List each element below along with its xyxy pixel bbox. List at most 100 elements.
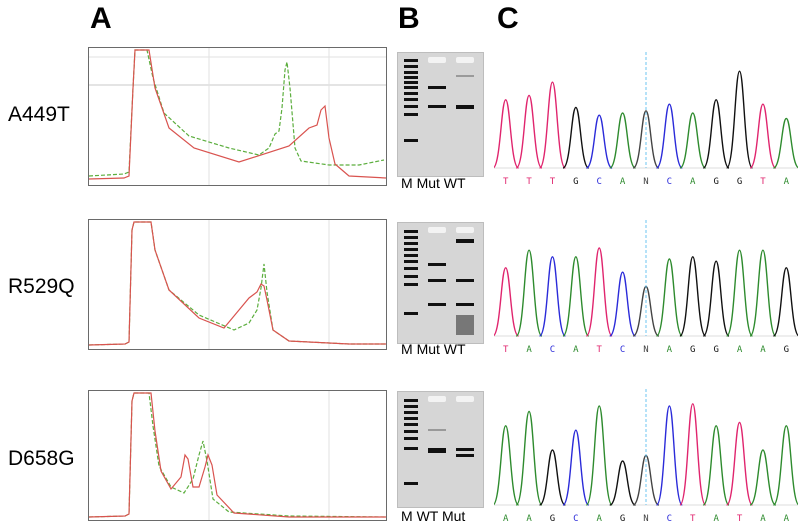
wildtype-melt-trace: [89, 49, 385, 177]
base-call-letter: N: [643, 514, 648, 524]
gel-image-a449t: [397, 52, 484, 177]
panel-label-b: B: [398, 2, 420, 35]
base-peak-C: [538, 256, 566, 337]
base-call-letter: T: [526, 177, 532, 187]
ladder-bands: [404, 399, 418, 485]
gel-image-r529q: [397, 222, 484, 344]
gel-lane-label: WT: [443, 341, 466, 357]
base-peak-T: [494, 267, 520, 337]
gel-band: [428, 429, 446, 431]
gel-band: [428, 105, 446, 108]
mutant-melt-trace: [89, 221, 386, 346]
gel-well: [456, 57, 474, 63]
base-peak-C: [585, 114, 613, 169]
mutant-melt-trace: [89, 392, 386, 518]
melt-curve-plot-a449t: [88, 47, 387, 186]
gel-lane-labels-r529q: M Mut WT: [401, 342, 466, 356]
base-call-letter: A: [784, 177, 790, 187]
base-call-letter: G: [620, 514, 625, 524]
base-call-letter: A: [597, 514, 603, 524]
base-call-letter: C: [550, 345, 555, 355]
base-peak-A: [679, 112, 707, 169]
base-call-letter: T: [597, 345, 603, 355]
gel-well: [456, 396, 474, 402]
base-call-letter: T: [503, 345, 509, 355]
gel-band: [456, 303, 474, 306]
gel-band: [428, 263, 446, 266]
base-peak-G: [609, 460, 636, 506]
gel-band: [456, 75, 474, 77]
mutant-melt-trace: [89, 49, 386, 180]
base-call-letter: G: [550, 514, 555, 524]
base-peak-C: [609, 271, 637, 337]
gel-lane-label: M: [401, 175, 413, 191]
base-call-letter: A: [760, 345, 766, 355]
base-call-letter: A: [713, 514, 719, 524]
gel-band: [428, 86, 446, 89]
wildtype-melt-trace: [89, 221, 386, 346]
gel-lane-labels-d658g: M WT Mut: [401, 509, 465, 523]
base-call-letter: G: [784, 345, 789, 355]
gel-lane-labels-a449t: M Mut WT: [401, 176, 466, 190]
gel-lane-label: Mut: [416, 341, 440, 357]
row-label-d658g: D658G: [8, 447, 75, 470]
base-peak-G: [562, 106, 590, 169]
base-call-letter: A: [737, 345, 743, 355]
gel-band: [456, 315, 474, 335]
gel-band: [456, 454, 474, 457]
base-peak-G: [538, 449, 566, 506]
base-peak-T: [749, 103, 777, 169]
base-peak-N: [632, 110, 660, 169]
base-peak-A: [655, 258, 683, 337]
base-peak-G: [702, 99, 730, 169]
base-peak-A: [515, 410, 543, 506]
base-peak-A: [585, 405, 613, 506]
gel-image-d658g: [397, 391, 484, 508]
base-peak-T: [538, 81, 566, 169]
wildtype-melt-trace: [89, 392, 386, 518]
gel-band: [428, 279, 446, 282]
base-call-letter: T: [503, 177, 509, 187]
gel-lane-label: M: [401, 508, 413, 524]
gel-band: [428, 303, 446, 306]
base-peak-T: [494, 99, 520, 169]
base-call-letter: C: [620, 345, 625, 355]
base-call-letter: N: [643, 345, 648, 355]
base-call-letter: T: [690, 514, 696, 524]
base-peak-A: [772, 425, 798, 506]
gel-well: [428, 57, 446, 63]
base-peak-A: [749, 249, 777, 337]
base-peak-G: [679, 256, 707, 337]
base-call-letter: G: [690, 345, 695, 355]
gel-lane-label: Mut: [416, 175, 440, 191]
base-peak-A: [494, 425, 520, 506]
base-peak-G: [772, 267, 798, 337]
gel-band: [456, 448, 474, 451]
base-peak-A: [726, 249, 754, 337]
row-label-a449t: A449T: [8, 103, 70, 126]
base-call-letter: A: [526, 345, 532, 355]
base-peak-T: [585, 247, 613, 337]
gel-band: [456, 239, 474, 243]
base-peak-A: [515, 249, 543, 337]
gel-lane-label: M: [401, 341, 413, 357]
base-peak-T: [679, 403, 707, 506]
base-call-letter: A: [760, 514, 766, 524]
gel-well: [428, 396, 446, 402]
base-peak-C: [655, 405, 683, 506]
base-call-letter: C: [573, 514, 578, 524]
base-call-letter: A: [573, 345, 579, 355]
base-peak-T: [515, 94, 543, 169]
gel-lane-label: WT: [416, 508, 439, 524]
base-call-letter: G: [713, 177, 718, 187]
base-call-letter: T: [760, 177, 766, 187]
base-peak-A: [749, 449, 777, 506]
base-call-letter: A: [690, 177, 696, 187]
gel-well: [428, 227, 446, 233]
gel-lane-label: WT: [443, 175, 466, 191]
base-call-letter: T: [550, 177, 556, 187]
base-call-letter: C: [667, 514, 672, 524]
base-peak-G: [726, 70, 754, 169]
